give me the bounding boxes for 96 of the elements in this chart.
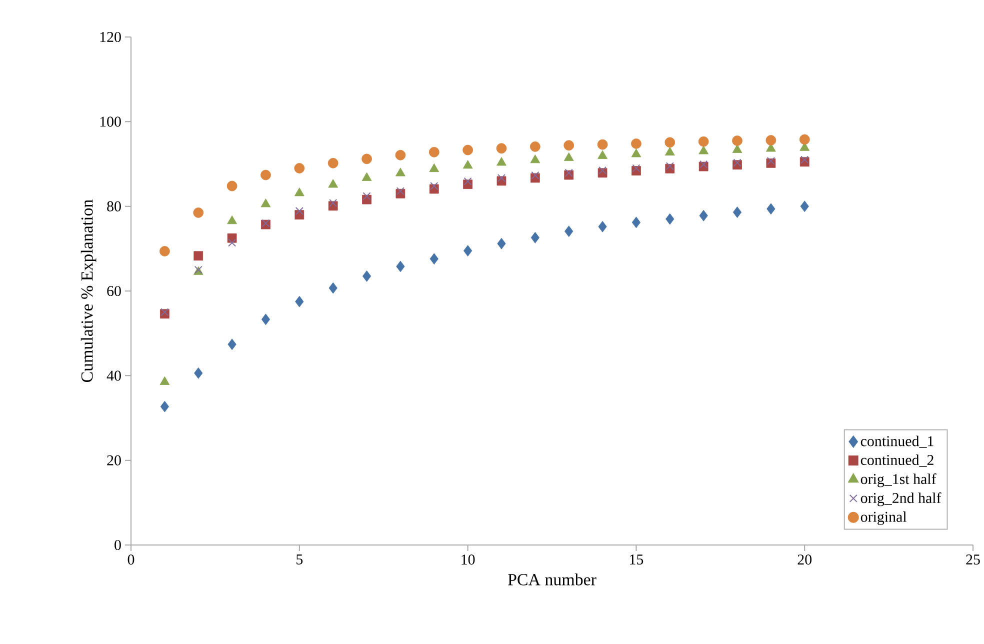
point [260, 198, 271, 208]
point [598, 150, 608, 159]
point [766, 157, 775, 166]
point [362, 270, 372, 282]
point [396, 168, 406, 176]
point [496, 143, 507, 154]
legend-label: continued_1 [860, 436, 934, 448]
point [160, 246, 170, 256]
point [396, 260, 405, 272]
point [395, 150, 406, 160]
point [732, 136, 742, 146]
point [328, 179, 338, 188]
x-tick-label: 25 [966, 554, 980, 565]
y-tick-label: 100 [100, 116, 121, 127]
point [396, 187, 404, 196]
legend-label: orig_2nd half [860, 492, 942, 506]
point [732, 144, 742, 153]
point [631, 148, 642, 158]
point [698, 136, 709, 147]
point [430, 182, 438, 190]
point [294, 188, 304, 196]
point [632, 216, 641, 228]
y-tick-label: 80 [107, 201, 121, 212]
point [295, 206, 304, 216]
point [531, 171, 540, 180]
point [463, 245, 472, 256]
point [260, 170, 271, 180]
y-tick-label: 40 [106, 370, 121, 381]
point [564, 226, 574, 237]
point [295, 296, 304, 308]
point [294, 163, 305, 174]
point [464, 177, 472, 186]
point [799, 134, 810, 145]
point [160, 400, 169, 412]
x-tick-label: 5 [296, 554, 303, 564]
x-tick-label: 20 [798, 554, 812, 565]
legend-label: orig_1st half [860, 473, 936, 488]
point [666, 213, 674, 225]
point [664, 146, 675, 156]
point [362, 154, 372, 164]
point [497, 238, 506, 250]
point [732, 206, 742, 218]
point [632, 164, 640, 172]
point [698, 146, 709, 154]
point [564, 140, 574, 151]
y-tick-label: 120 [100, 32, 121, 42]
point [699, 210, 708, 222]
point [666, 162, 674, 170]
point [194, 251, 204, 261]
point [530, 232, 540, 244]
y-tick-label: 20 [107, 455, 121, 466]
point [429, 163, 440, 172]
point [329, 198, 338, 207]
point [462, 160, 473, 169]
point [462, 144, 473, 156]
point [597, 139, 608, 150]
point [227, 233, 237, 243]
point [194, 367, 203, 379]
point [497, 174, 506, 182]
point [733, 158, 742, 167]
point [328, 158, 338, 168]
x-tick-label: 15 [630, 554, 644, 565]
point [226, 180, 238, 192]
point [430, 253, 438, 264]
point [664, 137, 676, 148]
legend-label: original [860, 511, 907, 525]
point [631, 138, 642, 149]
point [193, 207, 204, 218]
x-tick-label: 10 [462, 554, 475, 565]
point [766, 203, 776, 215]
x-axis-title: PCA number [508, 573, 596, 586]
y-axis-title: Cumulative % Explanation [80, 199, 96, 382]
point [428, 146, 440, 158]
point [800, 156, 809, 164]
point [160, 308, 169, 316]
y-tick-label: 60 [107, 286, 121, 296]
legend-label: continued_2 [860, 454, 934, 467]
point [362, 192, 371, 200]
point [228, 338, 236, 350]
point [564, 152, 574, 162]
point [530, 154, 540, 164]
point [228, 238, 236, 247]
x-tick-label: 0 [128, 554, 134, 565]
point [530, 141, 540, 152]
point [362, 172, 372, 181]
point [496, 157, 506, 166]
point [800, 200, 809, 212]
point [227, 215, 237, 224]
point [700, 160, 708, 168]
point [766, 135, 776, 146]
point [598, 166, 607, 174]
point [261, 314, 270, 326]
point [564, 168, 573, 177]
point [328, 282, 338, 294]
y-tick-label: 0 [114, 540, 121, 550]
point [598, 220, 607, 232]
